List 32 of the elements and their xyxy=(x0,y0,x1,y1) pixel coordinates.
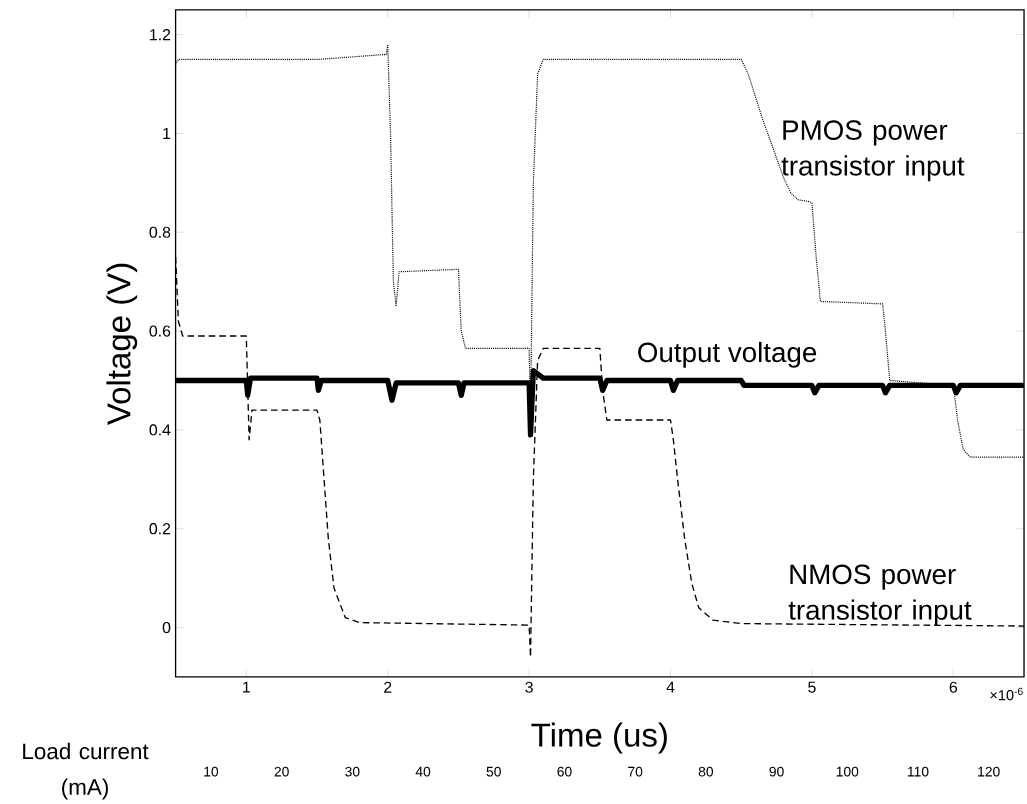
y-tick-label: 0.2 xyxy=(149,523,171,535)
y-tick-label: 0.6 xyxy=(149,325,171,337)
x-tick-label: 1 xyxy=(243,681,250,693)
series-label: NMOS power transistor input xyxy=(788,564,972,626)
x2-tick-label: 70 xyxy=(628,766,643,777)
y-tick-label: 0.8 xyxy=(149,226,171,238)
series-label: Output voltage xyxy=(638,341,817,368)
x2-tick-label: 40 xyxy=(415,766,431,777)
y-tick-label: 1.2 xyxy=(150,29,171,41)
x2-tick-label: 30 xyxy=(345,766,360,777)
x-axis-title: Time (us) xyxy=(531,722,667,754)
text: ×10$^{-6}$ xyxy=(990,687,1023,701)
x-tick-label: 4 xyxy=(666,681,675,693)
y-tick-label: 0.4 xyxy=(149,424,171,436)
x2-tick-label: 100 xyxy=(836,766,859,777)
x-tick-label: 2 xyxy=(384,681,392,693)
y-axis-title: Voltage (V) xyxy=(106,263,138,426)
x2-tick-label: 10 xyxy=(204,766,219,777)
series-label: PMOS power transistor input xyxy=(781,120,965,182)
x2-axis-title: Load current (mA) xyxy=(23,742,149,800)
x2-tick-label: 90 xyxy=(769,766,784,777)
x-tick-label: 5 xyxy=(808,681,816,693)
x2-tick-label: 50 xyxy=(486,766,501,777)
x2-tick-label: 20 xyxy=(274,766,289,777)
x2-tick-label: 110 xyxy=(907,766,929,777)
x-tick-label: 3 xyxy=(525,681,533,693)
y-tick-label: 1 xyxy=(163,128,171,139)
x2-tick-label: 120 xyxy=(978,766,1000,777)
x-tick-label: 6 xyxy=(949,681,958,693)
x2-tick-label: 80 xyxy=(698,766,714,777)
x2-tick-label: 60 xyxy=(557,766,572,777)
y-tick-label: 0 xyxy=(162,622,171,634)
